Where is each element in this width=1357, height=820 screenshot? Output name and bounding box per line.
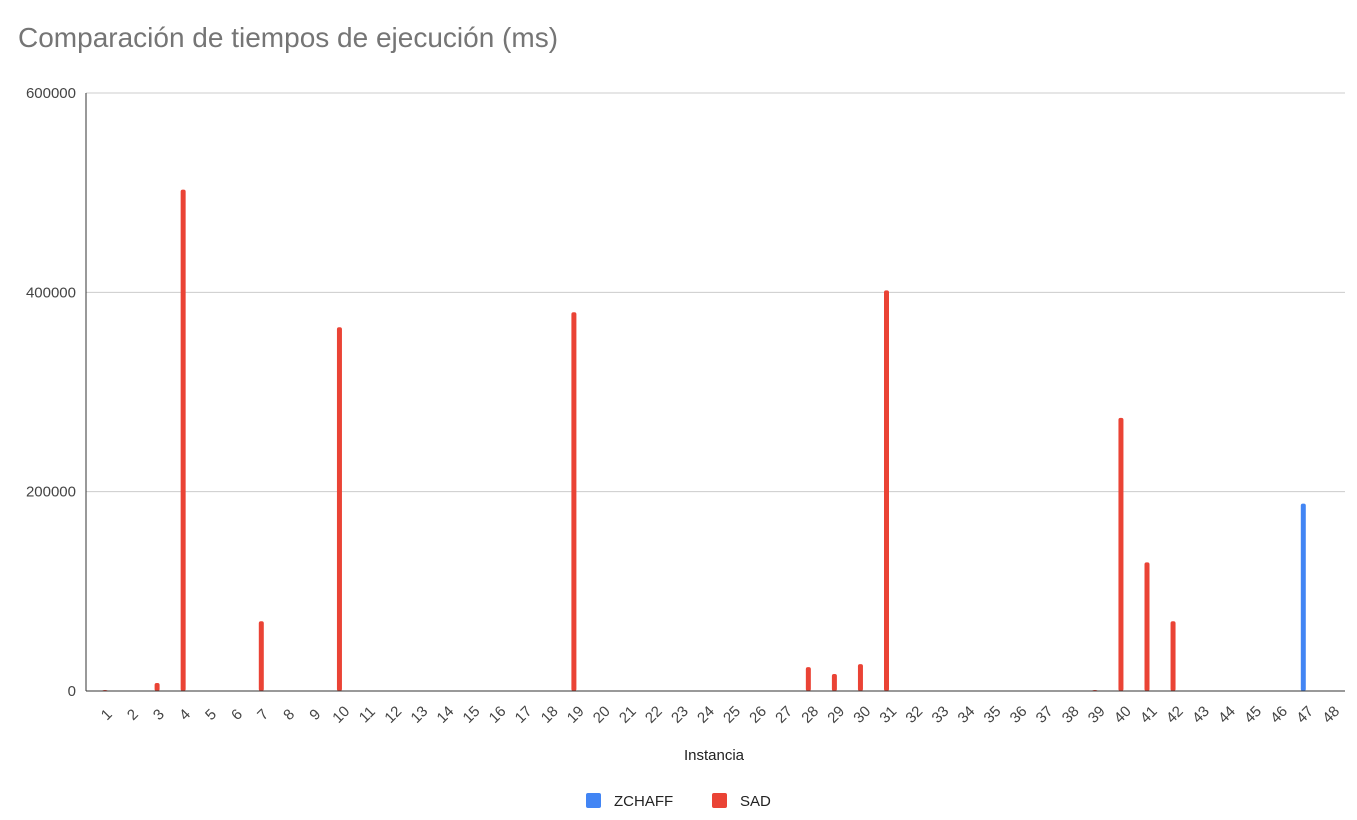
- bar-zchaff-47[interactable]: [1300, 503, 1306, 691]
- x-tick-label: 6: [228, 706, 246, 724]
- legend: ZCHAFF SAD: [586, 793, 771, 810]
- axes: [85, 93, 1345, 692]
- legend-label-sad: SAD: [740, 793, 771, 810]
- legend-swatch-sad: [712, 793, 727, 808]
- x-tick-label: 38: [1059, 703, 1083, 727]
- x-tick-labels: 1 2 3 4 5 6 7 8 9 10 11 12 13 14 15 16 17 18 19 20 21 22 23 24 2…: [98, 703, 1343, 727]
- x-tick-label: 15: [460, 703, 484, 727]
- x-tick-label: 27: [772, 703, 796, 727]
- bar-sad-41[interactable]: [1144, 562, 1150, 691]
- y-tick-labels: 0 200000 400000 600000: [26, 85, 76, 700]
- x-tick-label: 3: [150, 706, 168, 724]
- bar-sad-3[interactable]: [154, 683, 160, 691]
- x-axis-title: Instancia: [684, 747, 745, 764]
- x-tick-label: 10: [329, 703, 353, 727]
- x-tick-label: 21: [616, 703, 640, 727]
- x-tick-label: 42: [1163, 703, 1187, 727]
- bars: [102, 189, 1306, 692]
- x-tick-label: 4: [176, 706, 194, 724]
- x-tick-label: 5: [202, 706, 220, 724]
- x-tick-label: 32: [902, 703, 926, 727]
- x-tick-label: 41: [1137, 703, 1161, 727]
- x-tick-label: 1: [98, 706, 116, 724]
- x-tick-label: 25: [720, 703, 744, 727]
- y-tick-label: 400000: [26, 284, 76, 301]
- x-tick-label: 20: [590, 703, 614, 727]
- x-tick-label: 23: [668, 703, 692, 727]
- x-tick-label: 19: [564, 703, 588, 727]
- x-tick-label: 28: [798, 703, 822, 727]
- x-tick-label: 12: [381, 703, 405, 727]
- x-tick-label: 31: [876, 703, 900, 727]
- x-tick-label: 33: [929, 703, 953, 727]
- y-tick-label: 200000: [26, 484, 76, 501]
- x-tick-label: 35: [981, 703, 1005, 727]
- x-tick-label: 40: [1111, 703, 1135, 727]
- x-tick-label: 24: [694, 703, 718, 727]
- x-tick-label: 37: [1033, 703, 1057, 727]
- bar-sad-28[interactable]: [805, 667, 811, 691]
- x-tick-label: 7: [254, 706, 272, 724]
- x-tick-label: 8: [280, 706, 298, 724]
- bar-sad-42[interactable]: [1170, 621, 1176, 691]
- bar-sad-31[interactable]: [884, 290, 889, 691]
- x-tick-label: 17: [512, 703, 536, 727]
- x-tick-label: 13: [408, 703, 432, 727]
- bar-sad-19[interactable]: [571, 312, 577, 691]
- x-tick-label: 29: [824, 703, 848, 727]
- x-tick-label: 30: [850, 703, 874, 727]
- y-tick-label: 0: [68, 683, 76, 700]
- y-tick-label: 600000: [26, 85, 76, 102]
- x-tick-label: 18: [538, 703, 562, 727]
- bar-sad-30[interactable]: [857, 664, 863, 691]
- x-tick-label: 22: [642, 703, 666, 727]
- bar-sad-29[interactable]: [831, 674, 837, 691]
- legend-label-zchaff: ZCHAFF: [614, 793, 673, 810]
- x-tick-label: 14: [434, 703, 458, 727]
- x-tick-label: 36: [1007, 703, 1031, 727]
- grid-lines: [86, 92, 1345, 493]
- x-tick-label: 45: [1241, 703, 1265, 727]
- x-tick-label: 39: [1085, 703, 1109, 727]
- bar-sad-4[interactable]: [180, 189, 186, 691]
- x-tick-label: 9: [306, 706, 324, 724]
- bar-sad-40[interactable]: [1118, 417, 1124, 691]
- x-tick-label: 46: [1267, 703, 1291, 727]
- x-tick-label: 26: [746, 703, 770, 727]
- bar-sad-10[interactable]: [336, 327, 342, 691]
- x-tick-label: 11: [356, 703, 379, 726]
- chart-title: Comparación de tiempos de ejecución (ms): [18, 22, 559, 53]
- legend-swatch-zchaff: [586, 793, 601, 808]
- x-tick-label: 34: [955, 703, 979, 727]
- bar-sad-7[interactable]: [258, 621, 264, 691]
- x-tick-label: 2: [124, 706, 142, 724]
- x-tick-label: 44: [1215, 703, 1239, 727]
- x-tick-label: 48: [1319, 703, 1343, 727]
- x-tick-label: 16: [486, 703, 510, 727]
- x-tick-label: 47: [1293, 703, 1317, 727]
- x-tick-label: 43: [1189, 703, 1213, 727]
